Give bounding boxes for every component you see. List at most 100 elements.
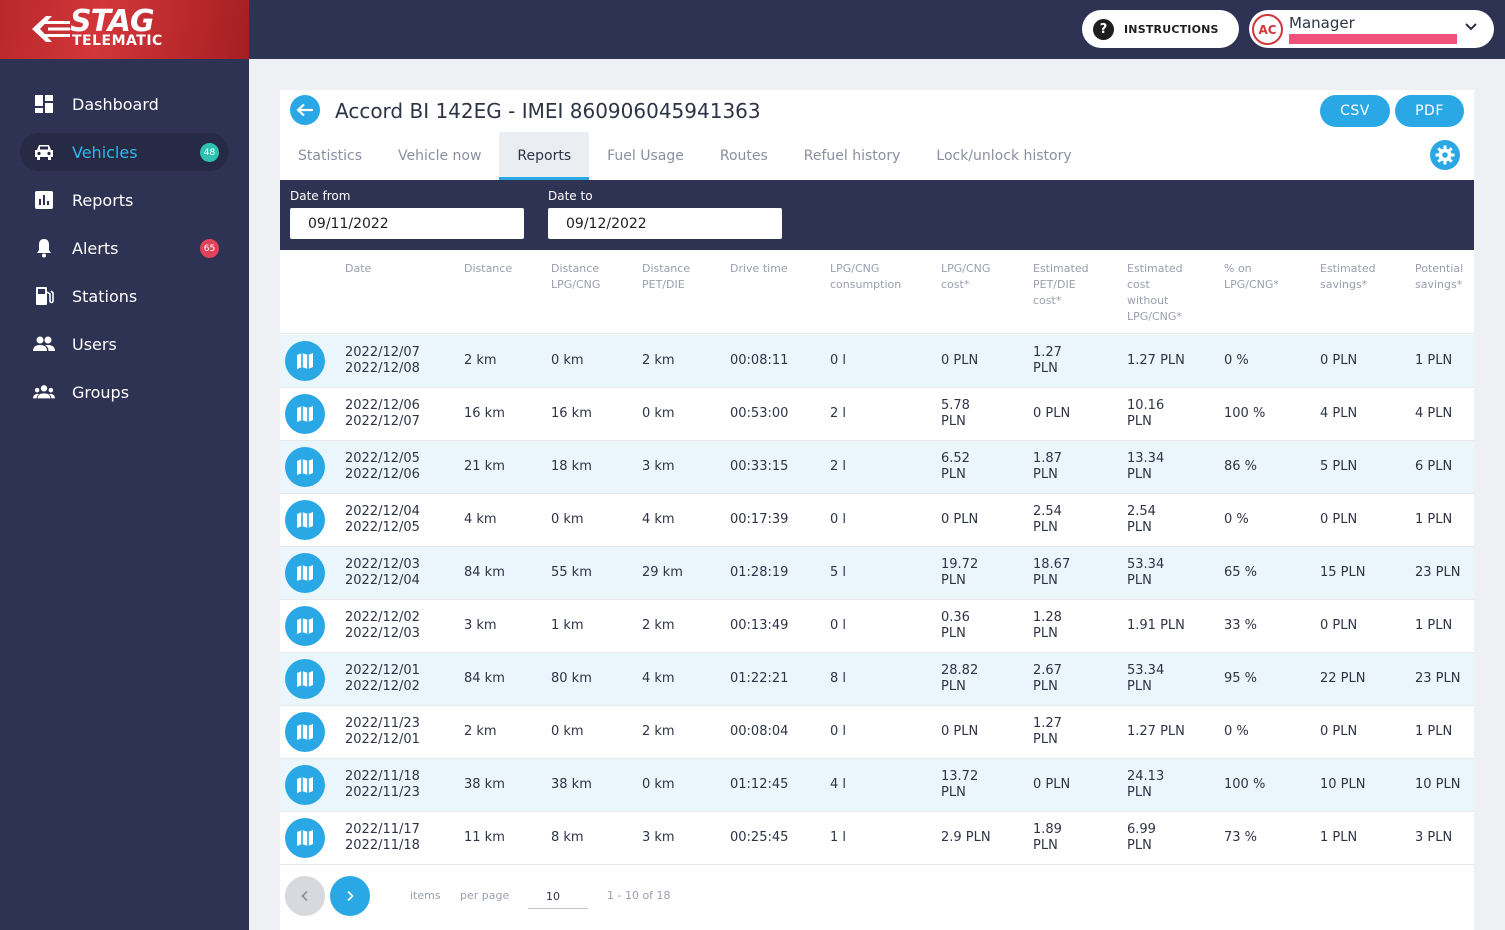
table-cell: 0 l — [830, 724, 847, 739]
table-cell: 0 km — [551, 724, 584, 739]
previous-page-button[interactable] — [285, 876, 325, 916]
table-cell: 01:22:21 — [730, 671, 789, 686]
table-cell: 0 PLN — [941, 512, 979, 527]
table-cell: 38 km — [551, 777, 592, 792]
tab-fuel-usage[interactable]: Fuel Usage — [607, 148, 684, 164]
sidebar-item-alerts[interactable]: Alerts 65 — [20, 229, 229, 267]
table-cell: 2022/12/02 2022/12/03 — [345, 610, 420, 641]
show-route-map-button[interactable] — [285, 553, 325, 593]
table-cell: 2 km — [464, 724, 497, 739]
table-cell: 1.27 PLN — [1033, 345, 1062, 376]
page-title: Accord BI 142EG - IMEI 860906045941363 — [335, 99, 761, 123]
map-icon — [297, 565, 313, 581]
tab-lock-unlock-history[interactable]: Lock/unlock history — [936, 148, 1072, 164]
table-cell: 0 PLN — [1033, 406, 1071, 421]
table-cell: 100 % — [1224, 777, 1266, 792]
column-header: Estimated PET/DIE cost* — [1033, 262, 1089, 307]
table-cell: 2.54 PLN — [1127, 504, 1156, 535]
page-range-text: 1 - 10 of 18 — [607, 889, 671, 902]
table-row: 2022/11/17 2022/11/18 11 km 8 km 3 km 00:25:… — [280, 812, 1474, 865]
pdf-export-button[interactable]: PDF — [1395, 95, 1464, 127]
sidebar-item-label: Users — [72, 334, 117, 354]
tab-routes[interactable]: Routes — [719, 148, 768, 164]
show-route-map-button[interactable] — [285, 341, 325, 381]
date-filter-bar: Date from Date to — [280, 180, 1474, 250]
table-cell: 16 km — [464, 406, 505, 421]
table-cell: 80 km — [551, 671, 592, 686]
bell-icon — [33, 237, 55, 259]
map-icon — [297, 512, 313, 528]
table-cell: 0.36 PLN — [941, 610, 970, 641]
table-cell: 15 PLN — [1320, 565, 1366, 580]
show-route-map-button[interactable] — [285, 606, 325, 646]
instructions-button[interactable]: ? INSTRUCTIONS — [1082, 10, 1239, 48]
column-header: Potential savings* — [1415, 262, 1464, 291]
per-page-input[interactable] — [528, 885, 588, 909]
table-cell: 0 l — [830, 512, 847, 527]
table-cell: 1 PLN — [1320, 830, 1358, 845]
table-cell: 2 l — [830, 406, 847, 421]
tab-statistics[interactable]: Statistics — [298, 148, 362, 164]
table-cell: 16 km — [551, 406, 592, 421]
sidebar-item-stations[interactable]: Stations — [20, 277, 229, 315]
table-cell: 2022/12/01 2022/12/02 — [345, 663, 420, 694]
sidebar-item-dashboard[interactable]: Dashboard — [20, 85, 229, 123]
table-cell: 1.27 PLN — [1033, 716, 1062, 747]
date-to-input[interactable] — [548, 208, 782, 239]
show-route-map-button[interactable] — [285, 659, 325, 699]
show-route-map-button[interactable] — [285, 447, 325, 487]
table-cell: 13.34 PLN — [1127, 451, 1165, 482]
table-cell: 6 PLN — [1415, 459, 1453, 474]
tab-reports[interactable]: Reports — [499, 132, 590, 180]
table-cell: 86 % — [1224, 459, 1258, 474]
tab-vehicle-now[interactable]: Vehicle now — [398, 148, 482, 164]
table-cell: 01:28:19 — [730, 565, 789, 580]
table-cell: 4 km — [642, 512, 675, 527]
date-from-input[interactable] — [290, 208, 524, 239]
sidebar-item-reports[interactable]: Reports — [20, 181, 229, 219]
groups-icon — [33, 381, 55, 403]
table-cell: 00:25:45 — [730, 830, 789, 845]
table-row: 2022/12/02 2022/12/03 3 km 1 km 2 km 00:13:4… — [280, 600, 1474, 653]
table-cell: 00:13:49 — [730, 618, 789, 633]
next-page-button[interactable] — [330, 876, 370, 916]
tab-refuel-history[interactable]: Refuel history — [803, 148, 901, 164]
map-icon — [297, 724, 313, 740]
table-cell: 4 km — [464, 512, 497, 527]
table-cell: 2022/11/23 2022/12/01 — [345, 716, 420, 747]
table-cell: 01:12:45 — [730, 777, 789, 792]
settings-button[interactable] — [1430, 140, 1460, 170]
sidebar-item-users[interactable]: Users — [20, 325, 229, 363]
column-header: Distance — [464, 262, 513, 275]
table-cell: 5.78 PLN — [941, 398, 970, 429]
logo-text-telematic: TELEMATIC — [72, 33, 163, 49]
table-cell: 100 % — [1224, 406, 1266, 421]
user-menu-dropdown[interactable]: AC Manager — [1249, 10, 1494, 48]
sidebar-nav: Dashboard Vehicles 48 Reports Alerts 65 — [0, 85, 249, 421]
table-cell: 73 % — [1224, 830, 1258, 845]
sidebar-item-vehicles[interactable]: Vehicles 48 — [20, 133, 229, 171]
chevron-down-icon — [1465, 23, 1477, 31]
table-cell: 00:53:00 — [730, 406, 789, 421]
sidebar-item-groups[interactable]: Groups — [20, 373, 229, 411]
table-cell: 1.27 PLN — [1127, 724, 1185, 739]
table-cell: 2022/12/05 2022/12/06 — [345, 451, 420, 482]
show-route-map-button[interactable] — [285, 818, 325, 858]
show-route-map-button[interactable] — [285, 500, 325, 540]
map-icon — [297, 671, 313, 687]
csv-export-button[interactable]: CSV — [1320, 95, 1390, 127]
fuel-station-icon — [33, 285, 55, 307]
show-route-map-button[interactable] — [285, 712, 325, 752]
table-cell: 0 PLN — [1033, 777, 1071, 792]
back-button[interactable] — [290, 95, 320, 125]
show-route-map-button[interactable] — [285, 394, 325, 434]
table-cell: 00:08:11 — [730, 353, 789, 368]
table-cell: 2022/12/03 2022/12/04 — [345, 557, 420, 588]
per-page-label: per page — [460, 889, 510, 902]
map-icon — [297, 618, 313, 634]
table-row: 2022/11/18 2022/11/23 38 km 38 km 0 km 01:12… — [280, 759, 1474, 812]
stag-telematic-logo[interactable]: STAG TELEMATIC — [0, 0, 249, 59]
table-cell: 29 km — [642, 565, 683, 580]
column-header: Estimated cost without LPG/CNG* — [1127, 262, 1183, 323]
show-route-map-button[interactable] — [285, 765, 325, 805]
